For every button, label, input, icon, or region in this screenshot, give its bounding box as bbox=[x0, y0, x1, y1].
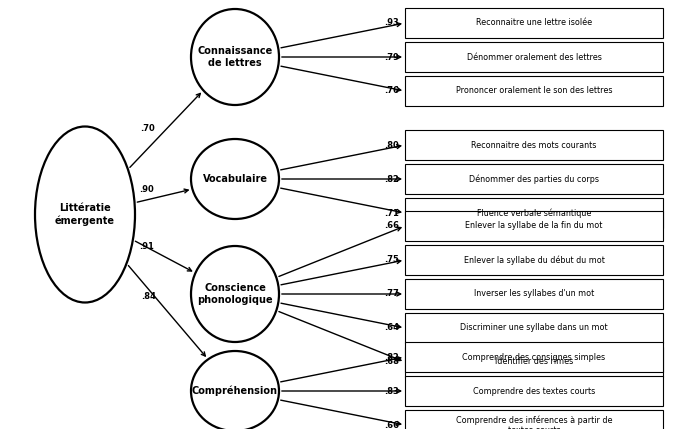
Text: Inverser les syllabes d'un mot: Inverser les syllabes d'un mot bbox=[474, 290, 594, 299]
Bar bbox=[405, 376, 663, 406]
Text: Vocabulaire: Vocabulaire bbox=[202, 174, 267, 184]
Ellipse shape bbox=[191, 246, 279, 342]
Text: Reconnaitre des mots courants: Reconnaitre des mots courants bbox=[471, 141, 597, 149]
Text: .75: .75 bbox=[384, 256, 399, 265]
Text: .77: .77 bbox=[384, 290, 399, 299]
Bar bbox=[405, 164, 663, 194]
Ellipse shape bbox=[191, 351, 279, 429]
Bar bbox=[405, 342, 663, 372]
Text: .93: .93 bbox=[384, 18, 399, 27]
Bar bbox=[405, 410, 663, 429]
Bar bbox=[405, 279, 663, 309]
Bar bbox=[405, 76, 663, 106]
Text: .84: .84 bbox=[141, 292, 156, 301]
Text: .66: .66 bbox=[384, 221, 399, 230]
Text: Comprendre des inférences à partir de
textes courts: Comprendre des inférences à partir de te… bbox=[456, 415, 612, 429]
Text: .79: .79 bbox=[384, 52, 399, 61]
Bar bbox=[405, 245, 663, 275]
Text: .82: .82 bbox=[384, 175, 399, 184]
Text: Comprendre des consignes simples: Comprendre des consignes simples bbox=[462, 353, 605, 362]
Ellipse shape bbox=[191, 9, 279, 105]
Text: .80: .80 bbox=[384, 141, 399, 149]
Text: Enlever la syllabe du début du mot: Enlever la syllabe du début du mot bbox=[464, 255, 604, 265]
Text: Dénommer oralement des lettres: Dénommer oralement des lettres bbox=[466, 52, 601, 61]
Text: Prononcer oralement le son des lettres: Prononcer oralement le son des lettres bbox=[456, 87, 612, 96]
Bar bbox=[405, 313, 663, 343]
Text: .70: .70 bbox=[140, 124, 155, 133]
Text: Comprendre des textes courts: Comprendre des textes courts bbox=[473, 387, 595, 396]
Text: Connaissance
de lettres: Connaissance de lettres bbox=[197, 46, 273, 68]
Text: Littératie
émergente: Littératie émergente bbox=[55, 203, 115, 226]
Bar bbox=[405, 130, 663, 160]
Text: .83: .83 bbox=[384, 387, 399, 396]
Text: Reconnaitre une lettre isolée: Reconnaitre une lettre isolée bbox=[476, 18, 592, 27]
Text: Compréhension: Compréhension bbox=[192, 386, 278, 396]
Text: Conscience
phonologique: Conscience phonologique bbox=[197, 283, 273, 305]
Bar bbox=[405, 211, 663, 241]
Text: .68: .68 bbox=[384, 357, 399, 366]
Text: Fluence verbale sémantique: Fluence verbale sémantique bbox=[477, 208, 591, 218]
Ellipse shape bbox=[191, 139, 279, 219]
Text: Dénommer des parties du corps: Dénommer des parties du corps bbox=[469, 174, 599, 184]
Bar bbox=[405, 347, 663, 377]
Text: .66: .66 bbox=[384, 420, 399, 429]
Text: .64: .64 bbox=[384, 323, 399, 332]
Text: Identifier des rimes: Identifier des rimes bbox=[495, 357, 573, 366]
Ellipse shape bbox=[35, 127, 135, 302]
Text: .90: .90 bbox=[139, 185, 154, 194]
Text: .91: .91 bbox=[139, 242, 154, 251]
Text: .71: .71 bbox=[384, 208, 399, 218]
Text: Discriminer une syllabe dans un mot: Discriminer une syllabe dans un mot bbox=[460, 323, 608, 332]
Text: Enlever la syllabe de la fin du mot: Enlever la syllabe de la fin du mot bbox=[465, 221, 603, 230]
Bar bbox=[405, 8, 663, 38]
Text: .82: .82 bbox=[384, 353, 399, 362]
Bar bbox=[405, 198, 663, 228]
Text: .76: .76 bbox=[384, 87, 399, 96]
Bar bbox=[405, 42, 663, 72]
